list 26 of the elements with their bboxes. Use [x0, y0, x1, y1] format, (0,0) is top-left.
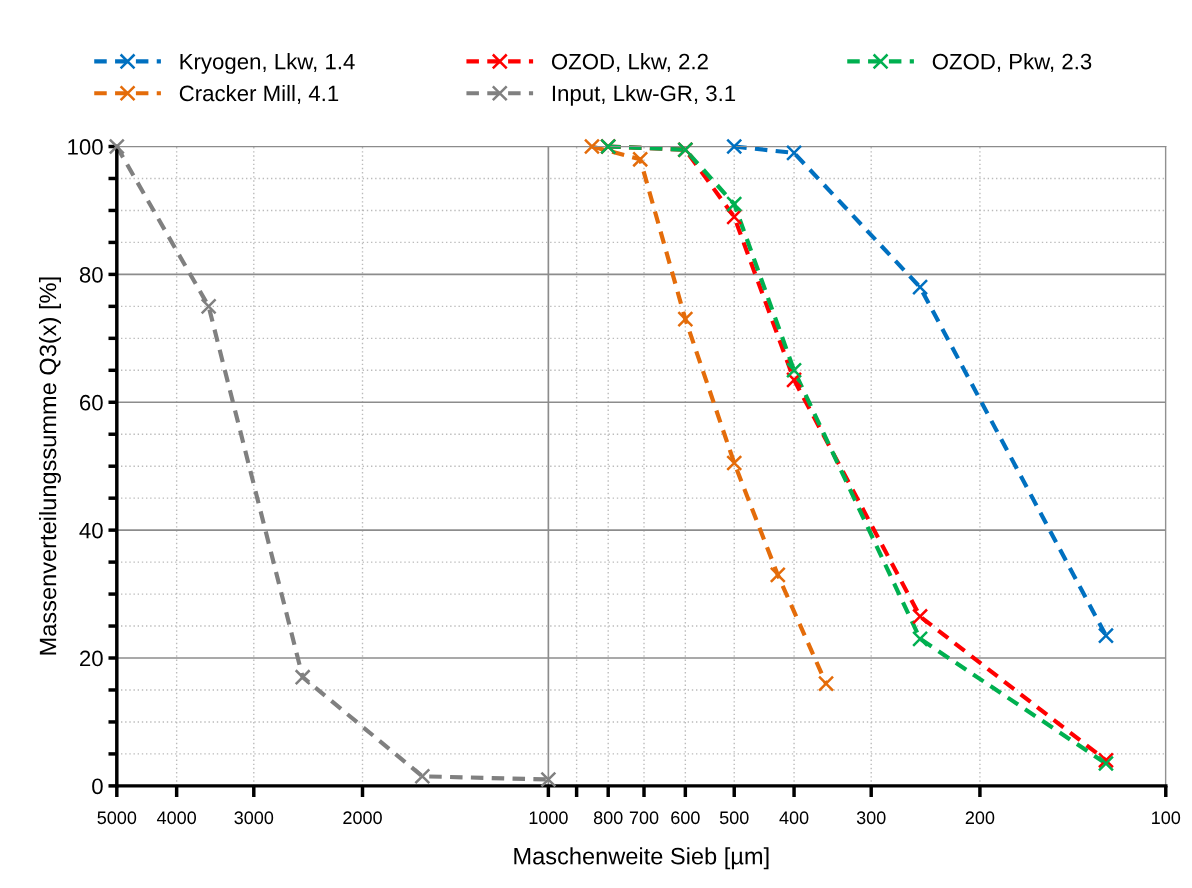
x-tick-label: 700: [629, 811, 659, 825]
y-tick-label: 40: [79, 522, 103, 539]
x-tick-label: 1000: [529, 811, 568, 825]
x-tick-label: 300: [856, 811, 886, 825]
x-tick-label: 5000: [97, 811, 137, 825]
x-tick-label: 100: [1152, 811, 1181, 825]
y-tick-label: 20: [80, 650, 103, 667]
y-tick-label: 0: [92, 778, 103, 795]
x-tick-label: 400: [779, 811, 809, 825]
x-tick-label: 3000: [234, 811, 274, 825]
y-axis-title: Massenverteilungssumme Q3(x) [%]: [38, 277, 61, 655]
x-tick-label: 500: [719, 811, 749, 825]
y-tick-label: 60: [80, 394, 103, 411]
legend-label: OZOD, Pkw, 2.3: [932, 53, 1092, 73]
legend-label: Cracker Mill, 4.1: [179, 84, 339, 104]
x-tick-label: 600: [671, 811, 700, 825]
legend-label: OZOD, Lkw, 2.2: [551, 53, 708, 73]
x-tick-label: 2000: [343, 811, 382, 825]
x-tick-label: 800: [593, 811, 623, 825]
legend-label: Input, Lkw-GR, 3.1: [552, 84, 736, 106]
y-tick-label: 100: [68, 139, 103, 155]
y-tick-label: 80: [79, 266, 103, 283]
x-axis-title: Maschenweite Sieb [µm]: [514, 847, 769, 870]
legend-label: Kryogen, Lkw, 1.4: [180, 53, 355, 74]
x-tick-label: 200: [965, 811, 995, 825]
x-tick-label: 4000: [156, 811, 197, 825]
